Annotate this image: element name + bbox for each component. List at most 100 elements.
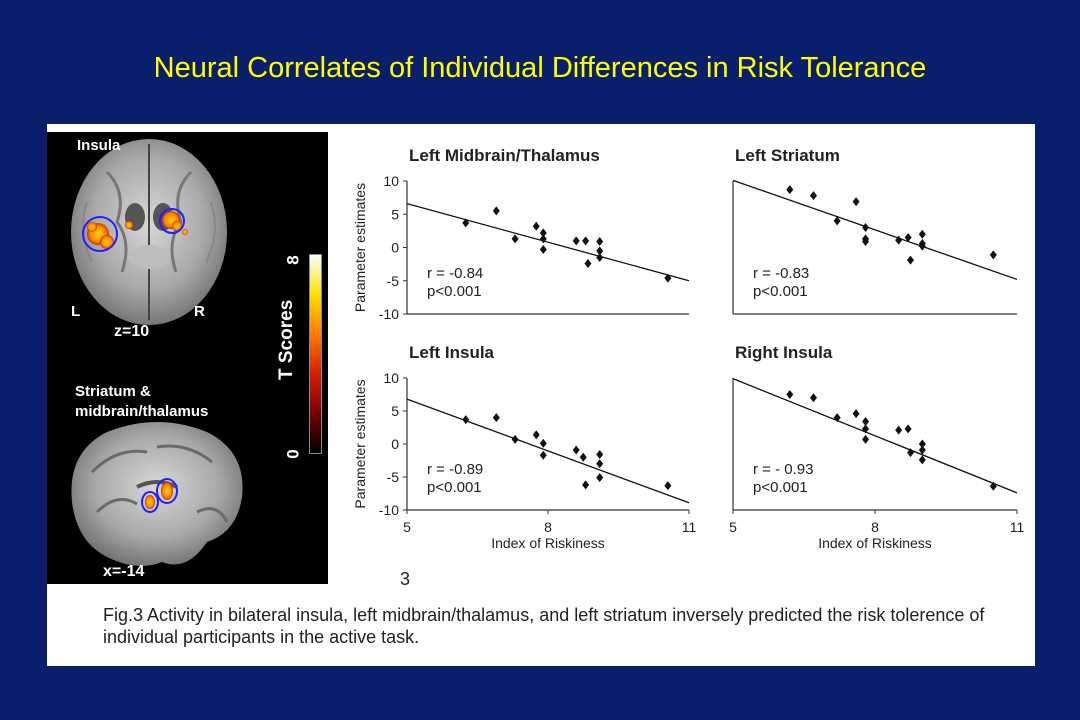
data-point (462, 415, 470, 425)
regression-line (732, 179, 1018, 281)
x-tick-label: 11 (1010, 519, 1025, 535)
striatum-roi-circle (156, 478, 178, 504)
data-point (539, 228, 547, 238)
data-point (539, 244, 547, 254)
data-point (809, 191, 817, 201)
data-point (664, 481, 672, 491)
y-tick-label: 5 (391, 206, 399, 222)
y-axis-label: Parameter estimates (352, 379, 368, 508)
right-insula-roi-circle (159, 208, 185, 234)
data-point (572, 445, 580, 455)
data-point (989, 481, 997, 491)
data-point (862, 417, 870, 427)
figure-panel: Insula L R z=10 Striatum & midbrain/thal… (47, 124, 1035, 666)
y-tick-label: 10 (383, 173, 399, 189)
data-point (786, 390, 794, 399)
y-tick-label: 10 (383, 370, 399, 386)
midbrain-roi-circle (141, 491, 159, 513)
data-point (511, 434, 519, 444)
x-tick-label: 8 (871, 519, 879, 535)
data-point (664, 273, 672, 283)
data-point (596, 450, 604, 460)
sagittal-label-line1: Striatum & (75, 383, 151, 400)
data-point (918, 229, 926, 239)
p-value-label: p<0.001 (427, 479, 482, 496)
plot-title: Right Insula (735, 343, 833, 362)
data-point (862, 434, 870, 444)
data-point (572, 236, 580, 246)
data-point (862, 223, 870, 233)
data-point (895, 425, 903, 435)
figure-number: 3 (400, 569, 411, 589)
r-value-label: r = -0.89 (427, 461, 483, 478)
data-point (907, 448, 914, 458)
data-point (918, 241, 926, 251)
data-point (918, 455, 926, 465)
axial-label: Insula (77, 137, 121, 154)
data-point (596, 237, 604, 247)
regression-line (406, 398, 690, 504)
y-tick-label: 0 (391, 436, 399, 452)
data-point (539, 438, 547, 448)
data-point (532, 430, 540, 440)
regression-line (732, 378, 1018, 494)
data-point (852, 409, 860, 419)
y-tick-label: -10 (379, 306, 399, 322)
data-point (584, 258, 592, 268)
data-point (579, 452, 587, 462)
x-tick-label: 5 (729, 519, 737, 535)
data-point (904, 233, 912, 243)
y-tick-label: -5 (387, 273, 400, 289)
x-coordinate-label: x=-14 (103, 563, 145, 580)
y-tick-label: -5 (387, 469, 400, 485)
data-point (907, 255, 914, 265)
data-point (862, 424, 870, 434)
x-axis-label: Index of Riskiness (818, 535, 932, 551)
plot-title: Left Midbrain/Thalamus (409, 146, 600, 165)
p-value-label: p<0.001 (753, 479, 808, 496)
r-value-label: r = -0.84 (427, 265, 483, 282)
x-tick-label: 11 (682, 519, 697, 535)
data-point (596, 246, 604, 256)
y-tick-label: -10 (379, 502, 399, 518)
data-point (809, 393, 817, 403)
r-value-label: r = -0.83 (753, 265, 809, 282)
axial-brain-slice (71, 139, 227, 325)
p-value-label: p<0.001 (753, 283, 808, 300)
data-point (895, 235, 903, 245)
figure-caption: Fig.3 Activity in bilateral insula, left… (103, 605, 985, 647)
plot-title: Left Insula (409, 343, 495, 362)
data-point (918, 439, 926, 449)
data-point (492, 206, 500, 216)
brain-images-panel: Insula L R z=10 Striatum & midbrain/thal… (47, 132, 328, 584)
sagittal-label-line2: midbrain/thalamus (75, 403, 209, 420)
scatter-plots: Left Midbrain/Thalamus 10 5 0 -5 -10 Parameter… (352, 146, 1025, 551)
x-axis-label: Index of Riskiness (491, 535, 605, 551)
data-point (786, 185, 794, 195)
left-hemisphere-label: L (71, 303, 81, 320)
data-point (492, 413, 500, 423)
y-tick-label: 5 (391, 403, 399, 419)
data-point (918, 445, 926, 455)
data-point (833, 216, 841, 226)
x-tick-label: 8 (544, 519, 552, 535)
t-score-colorbar (309, 254, 322, 454)
x-tick-label: 5 (403, 519, 411, 535)
data-point (833, 413, 841, 423)
z-coordinate-label: z=10 (114, 323, 150, 340)
r-value-label: r = - 0.93 (753, 461, 813, 478)
p-value-label: p<0.001 (427, 283, 482, 300)
data-point (462, 218, 470, 228)
striatum-activation-blobs (145, 482, 173, 509)
insula-activation-blobs (87, 211, 188, 249)
y-tick-label: 0 (391, 240, 399, 256)
data-point (582, 236, 590, 246)
data-point (511, 234, 519, 244)
brain-scans (71, 139, 243, 566)
y-axis-label: Parameter estimates (352, 183, 368, 312)
data-point (596, 459, 604, 469)
data-point (582, 480, 590, 490)
data-point (596, 252, 604, 262)
slide-title: Neural Correlates of Individual Differen… (153, 52, 927, 84)
data-point (532, 221, 540, 231)
